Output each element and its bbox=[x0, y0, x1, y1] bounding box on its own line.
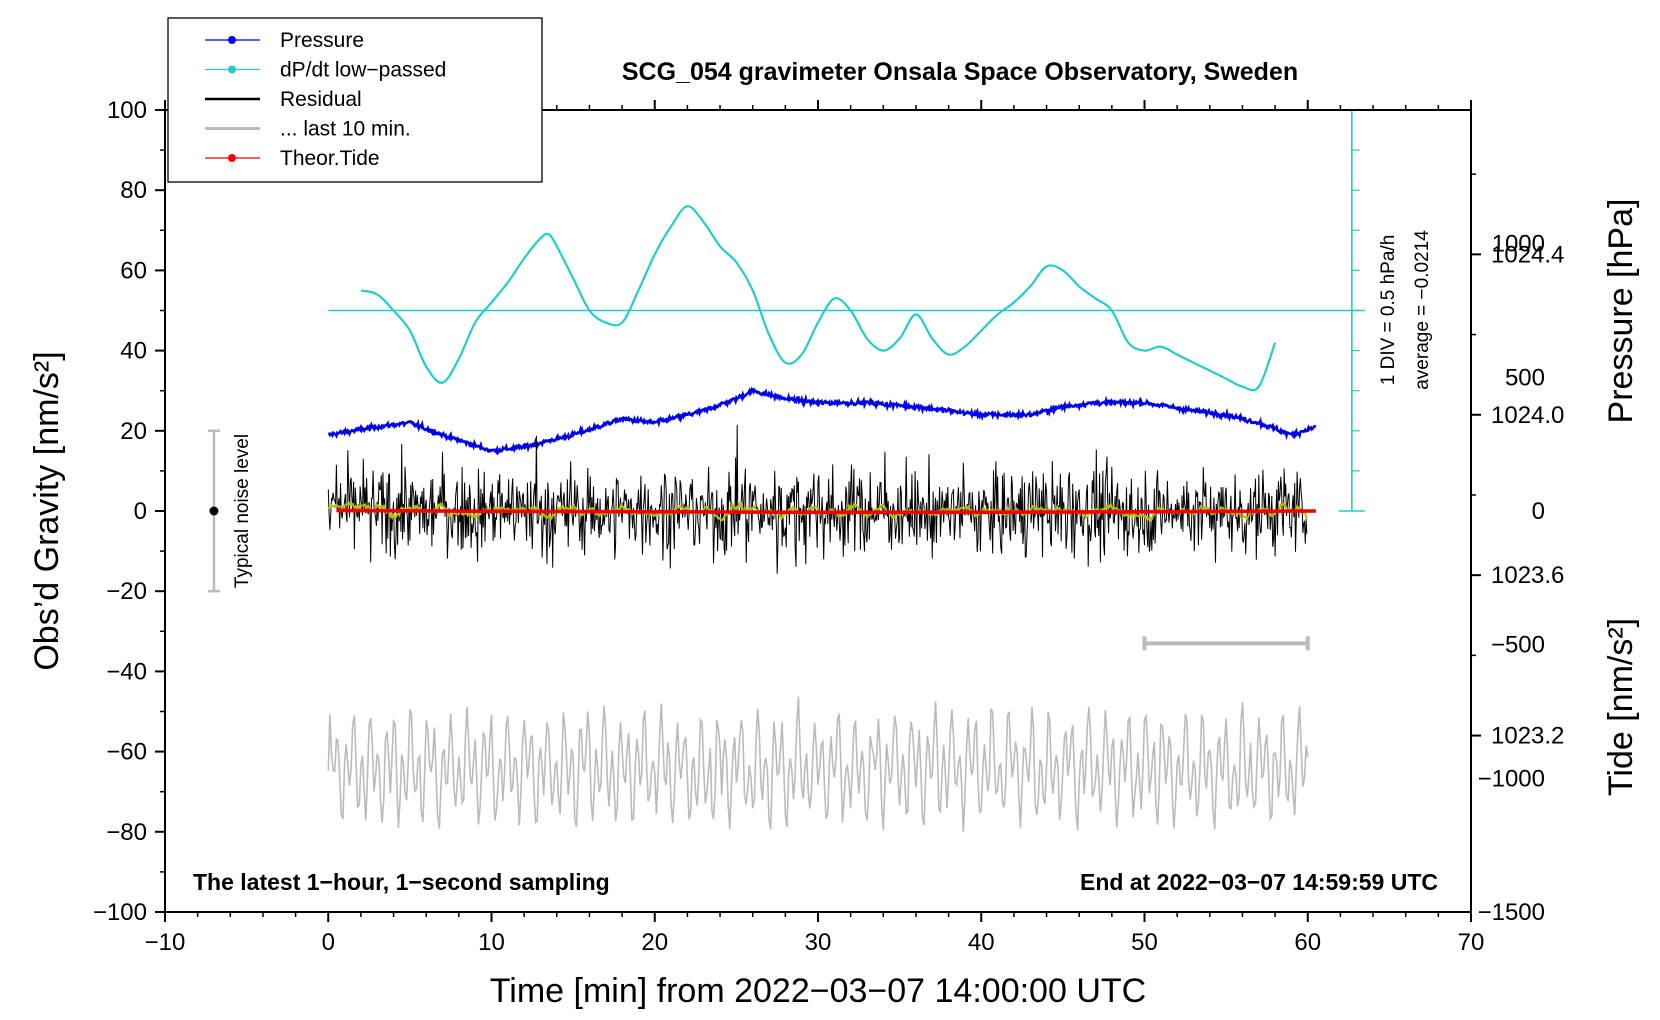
legend-marker bbox=[228, 36, 236, 44]
x-tick-label: 70 bbox=[1458, 929, 1485, 956]
x-axis-title: Time [min] from 2022−03−07 14:00:00 UTC bbox=[490, 972, 1146, 1010]
legend-label: ... last 10 min. bbox=[280, 118, 411, 141]
y-tick-label: 80 bbox=[120, 177, 147, 204]
theoretical-tide-line bbox=[336, 508, 1316, 515]
pressure-axis-title: Pressure [hPa] bbox=[1602, 199, 1640, 424]
dpdt-scale-label: 1 DIV = 0.5 hPa/h bbox=[1378, 235, 1399, 386]
pressure-tick-label: 1024.0 bbox=[1491, 402, 1564, 429]
legend-label: Pressure bbox=[280, 29, 364, 52]
x-tick-label: −10 bbox=[145, 929, 186, 956]
legend-marker bbox=[228, 65, 236, 74]
pressure-tick-label: 1024.4 bbox=[1491, 241, 1564, 268]
chart-title: SCG_054 gravimeter Onsala Space Observat… bbox=[622, 58, 1298, 86]
y-tick-label: 100 bbox=[107, 97, 147, 124]
dpdt-average-label: average = −0.0214 bbox=[1412, 230, 1433, 390]
x-tick-label: 10 bbox=[478, 929, 505, 956]
x-tick-label: 30 bbox=[805, 929, 832, 956]
legend-label: Residual bbox=[280, 88, 362, 111]
tide-tick-label: −1000 bbox=[1478, 765, 1545, 792]
tide-tick-label: 0 bbox=[1532, 498, 1545, 525]
dpdt-lowpassed-line bbox=[360, 205, 1277, 392]
noise-level-marker bbox=[209, 506, 219, 516]
y-tick-label: −60 bbox=[106, 739, 147, 766]
pressure-tick-label: 1023.6 bbox=[1491, 562, 1564, 589]
y-tick-label: −20 bbox=[106, 578, 147, 605]
legend-label: dP/dt low−passed bbox=[280, 59, 446, 82]
y-tick-label: 60 bbox=[120, 257, 147, 284]
last-10-min-line bbox=[327, 696, 1309, 832]
y-axis-title: Obs’d Gravity [nm/s²] bbox=[28, 351, 66, 670]
pressure-tick-label: 1023.2 bbox=[1491, 723, 1564, 750]
y-tick-label: 40 bbox=[120, 338, 147, 365]
x-tick-label: 60 bbox=[1294, 929, 1321, 956]
tide-tick-label: 1000 bbox=[1492, 231, 1545, 258]
legend-label: Theor.Tide bbox=[280, 147, 380, 170]
tide-tick-label: 500 bbox=[1505, 364, 1545, 391]
sampling-note: The latest 1−hour, 1−second sampling bbox=[193, 869, 610, 895]
x-tick-label: 50 bbox=[1131, 929, 1158, 956]
y-tick-label: 0 bbox=[134, 498, 147, 525]
x-tick-label: 20 bbox=[641, 929, 668, 956]
x-tick-label: 40 bbox=[968, 929, 995, 956]
tide-axis-title: Tide [nm/s²] bbox=[1602, 618, 1640, 796]
y-tick-label: −40 bbox=[106, 658, 147, 685]
y-tick-label: 20 bbox=[120, 418, 147, 445]
tide-tick-label: −1500 bbox=[1478, 899, 1545, 926]
noise-level-label: Typical noise level bbox=[232, 434, 253, 588]
y-tick-label: −100 bbox=[93, 899, 147, 926]
end-time-note: End at 2022−03−07 14:59:59 UTC bbox=[1080, 869, 1438, 895]
y-tick-label: −80 bbox=[106, 819, 147, 846]
tide-tick-label: −500 bbox=[1491, 632, 1545, 659]
x-tick-label: 0 bbox=[322, 929, 335, 956]
pressure-line bbox=[327, 386, 1317, 456]
legend-marker bbox=[228, 154, 236, 162]
